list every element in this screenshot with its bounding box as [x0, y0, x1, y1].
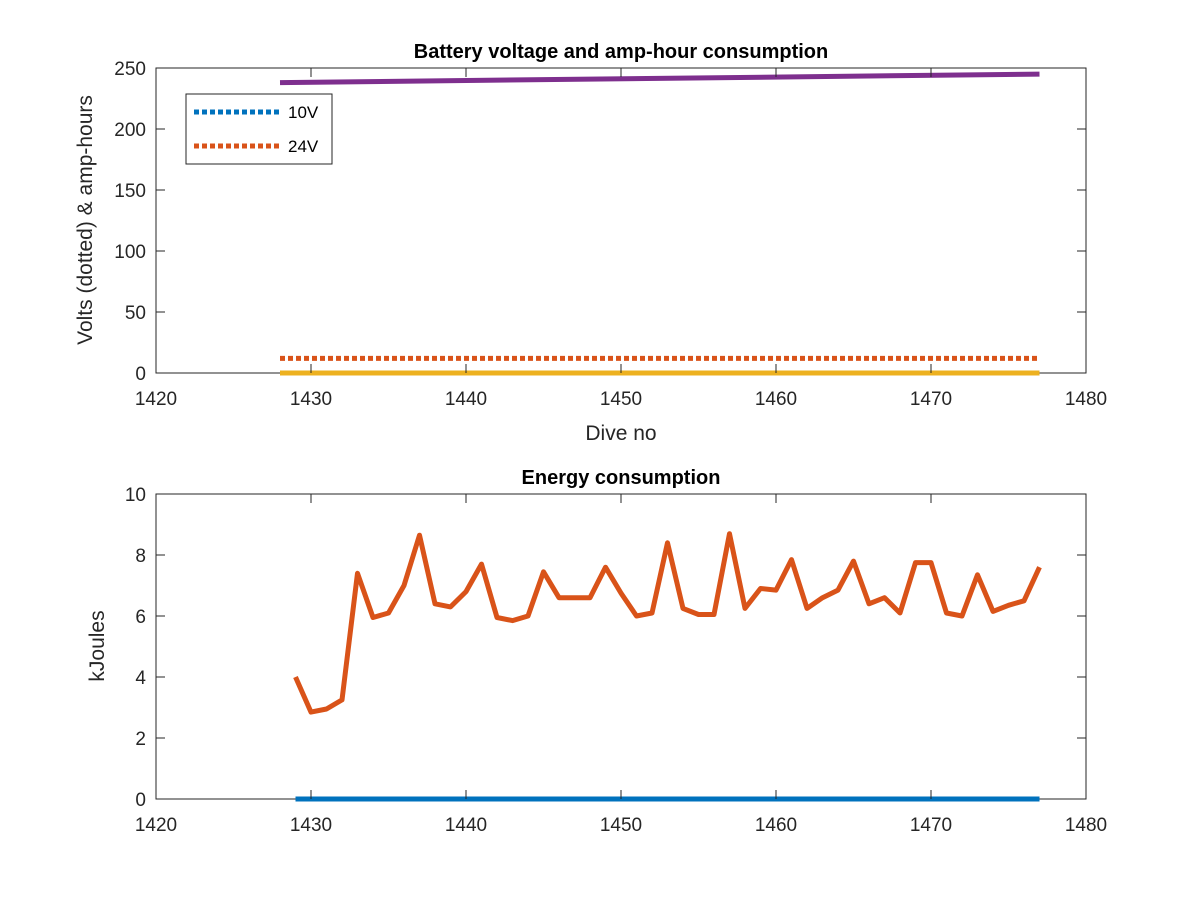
- y-axis-label: kJoules: [86, 610, 109, 681]
- tick-layer: 1420 1430 1440 1450 1460 1470 1480 0 2 4 6 8 10: [125, 485, 1107, 836]
- y-tick-label: 10: [125, 485, 146, 506]
- legend-entry-24v: 24V: [288, 137, 319, 156]
- y-tick-label: 4: [135, 668, 146, 689]
- y-axis-label: Volts (dotted) & amp-hours: [74, 95, 97, 345]
- x-tick-label: 1440: [445, 389, 487, 410]
- y-tick-label: 0: [135, 364, 146, 385]
- y-tick-label: 100: [114, 242, 146, 263]
- x-tick-label: 1430: [290, 389, 332, 410]
- x-tick-label: 1460: [755, 389, 797, 410]
- tick-layer: 1420 1430 1440 1450 1460 1470 1480 0 50 100 150 200…: [114, 59, 1107, 410]
- x-tick-label: 1450: [600, 389, 642, 410]
- x-tick-label: 1420: [135, 815, 177, 836]
- x-tick-label: 1480: [1065, 815, 1107, 836]
- x-tick-label: 1450: [600, 815, 642, 836]
- y-tick-label: 200: [114, 120, 146, 141]
- series-layer: [293, 531, 1042, 802]
- voltage-amp-hour-chart: 1420 1430 1440 1450 1460 1470 1480 0 50 100 150 200…: [74, 41, 1107, 445]
- energy-consumption-chart: 1420 1430 1440 1450 1460 1470 1480 0 2 4 6 8 10 Ener…: [86, 467, 1107, 836]
- x-tick-label: 1460: [755, 815, 797, 836]
- legend-box: [185, 93, 333, 165]
- x-tick-label: 1430: [290, 815, 332, 836]
- x-tick-label: 1480: [1065, 389, 1107, 410]
- legend-entry-10v: 10V: [288, 103, 319, 122]
- y-tick-label: 6: [135, 607, 146, 628]
- legend: 10V 24V: [185, 93, 333, 165]
- series-line-4: [279, 71, 1040, 86]
- y-tick-label: 250: [114, 59, 146, 80]
- y-tick-label: 8: [135, 546, 146, 567]
- chart-title: Battery voltage and amp-hour consumption: [414, 41, 828, 63]
- series-line-2: [293, 531, 1042, 715]
- x-tick-label: 1470: [910, 815, 952, 836]
- y-tick-label: 0: [135, 790, 146, 811]
- x-tick-label: 1470: [910, 389, 952, 410]
- series-layer: [279, 71, 1040, 376]
- x-tick-label: 1440: [445, 815, 487, 836]
- chart-title: Energy consumption: [522, 467, 721, 489]
- y-tick-label: 50: [125, 303, 146, 324]
- y-tick-label: 2: [135, 729, 146, 750]
- x-tick-label: 1420: [135, 389, 177, 410]
- x-axis-label: Dive no: [585, 422, 656, 445]
- y-tick-label: 150: [114, 181, 146, 202]
